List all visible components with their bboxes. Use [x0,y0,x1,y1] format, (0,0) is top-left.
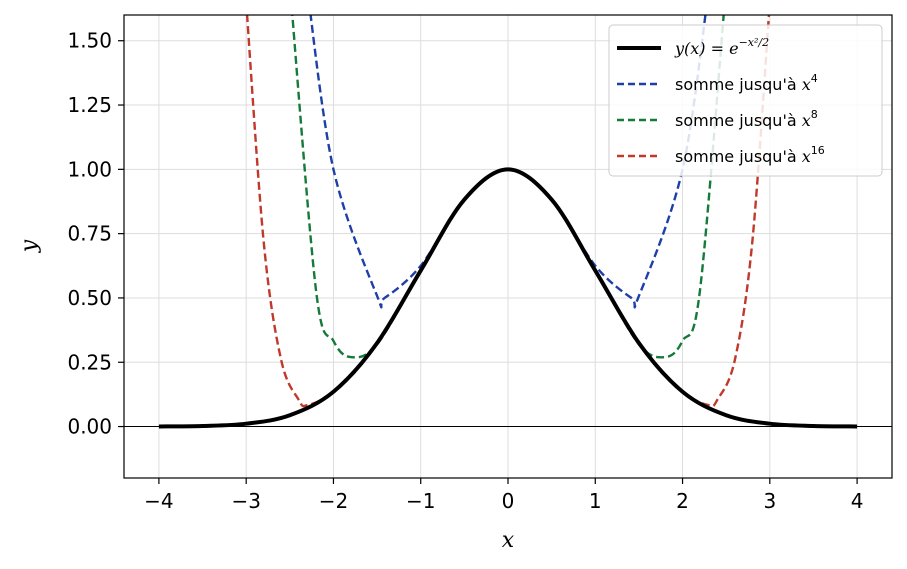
y-tick-label: 0.00 [67,415,112,439]
legend-label-prefix: somme jusqu'à [675,75,802,94]
y-tick-label: 1.25 [67,93,112,117]
legend-label-x4: somme jusqu'à x4 [675,72,818,94]
legend-label-sup: 4 [811,72,818,85]
legend-box [608,24,883,177]
x-tick-label: −1 [406,489,435,513]
series-group [158,15,858,429]
x-tick-label: 0 [502,489,515,513]
x-tick-label: −2 [319,489,348,513]
legend-label-prefix: somme jusqu'à [675,111,802,130]
y-axis-label: y [17,239,42,253]
y-tick-label: 0.75 [67,222,112,246]
x-tick-label: 1 [589,489,602,513]
x-axis-ticks: −4 −3 −2 −1 0 1 2 3 4 [144,478,863,513]
legend-label-math: x [802,75,811,94]
legend-label-math: y(x) = e [674,39,739,58]
legend-label-x8: somme jusqu'à x8 [675,108,818,130]
legend: y(x) = e−x²/2 somme jusqu'à x4 somme jus… [608,24,883,177]
legend-label-sup: −x²/2 [739,36,770,49]
legend-label-sup: 8 [811,108,818,121]
x-axis-label: x [502,528,515,553]
legend-label-prefix: somme jusqu'à [675,147,802,166]
legend-label-x16: somme jusqu'à x16 [675,144,825,166]
series-line-gaussian [158,167,858,429]
y-axis-ticks: 0.00 0.25 0.50 0.75 1.00 1.25 1.50 [67,29,124,439]
y-tick-label: 0.25 [67,350,112,374]
x-tick-label: −3 [231,489,260,513]
x-tick-label: 4 [851,489,864,513]
y-tick-label: 1.00 [67,157,112,181]
legend-label-math: x [802,147,811,166]
x-tick-label: 3 [763,489,776,513]
y-tick-label: 1.50 [67,29,112,53]
legend-label-math: x [802,111,811,130]
legend-label-sup: 16 [811,144,825,157]
x-tick-label: 2 [676,489,689,513]
x-tick-label: −4 [144,489,173,513]
legend-label-gaussian: y(x) = e−x²/2 [674,36,769,58]
y-tick-label: 0.50 [67,286,112,310]
